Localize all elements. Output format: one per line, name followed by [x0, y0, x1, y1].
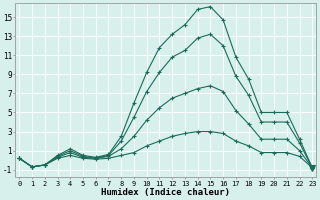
- X-axis label: Humidex (Indice chaleur): Humidex (Indice chaleur): [101, 188, 230, 197]
